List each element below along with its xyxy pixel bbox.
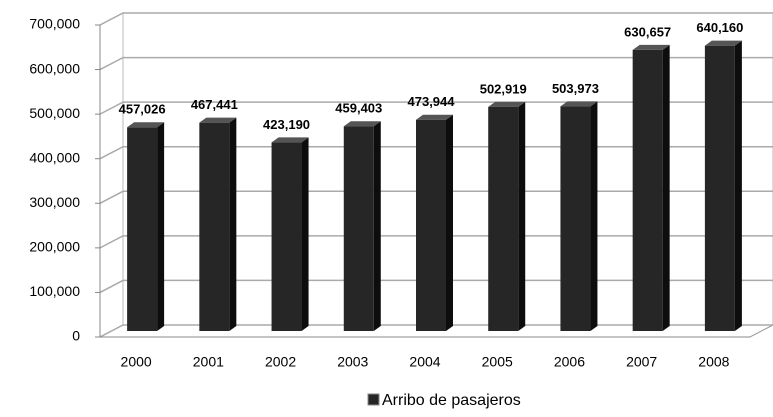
grid-line bbox=[99, 12, 773, 26]
value-label: 459,403 bbox=[335, 101, 382, 116]
bar-top bbox=[704, 40, 742, 46]
bar bbox=[199, 122, 230, 331]
legend-swatch bbox=[367, 393, 380, 406]
x-tick-label: 2001 bbox=[193, 354, 224, 370]
grid-line bbox=[99, 279, 773, 294]
bar-side bbox=[446, 114, 453, 332]
x-tick-label: 2002 bbox=[265, 354, 296, 370]
bar-top bbox=[632, 44, 670, 50]
x-tick-label: 2006 bbox=[554, 354, 585, 370]
legend: Arribo de pasajeros bbox=[367, 392, 521, 409]
y-tick-label: 500,000 bbox=[29, 105, 80, 121]
side-wall bbox=[99, 12, 124, 338]
grid-line bbox=[99, 235, 773, 249]
grid-line bbox=[99, 145, 773, 160]
x-tick-label: 2004 bbox=[409, 354, 440, 370]
grid-line bbox=[99, 190, 773, 204]
y-tick-label: 700,000 bbox=[29, 16, 80, 32]
bar-top bbox=[127, 122, 165, 128]
bar-side bbox=[590, 101, 598, 331]
x-tick-label: 2007 bbox=[626, 354, 657, 370]
value-label: 503,973 bbox=[552, 81, 599, 96]
y-tick-label: 200,000 bbox=[29, 239, 80, 255]
y-tick-label: 600,000 bbox=[29, 60, 80, 76]
value-label: 502,919 bbox=[480, 81, 527, 96]
bar-side bbox=[373, 121, 381, 331]
grid-line bbox=[99, 56, 773, 71]
x-tick-label: 2005 bbox=[482, 354, 513, 370]
y-tick-label: 100,000 bbox=[29, 283, 80, 299]
bar-top bbox=[416, 114, 453, 120]
bar-top bbox=[271, 137, 309, 143]
value-label: 467,441 bbox=[191, 97, 238, 112]
bar bbox=[416, 119, 446, 332]
value-label: 630,657 bbox=[624, 24, 671, 39]
bar bbox=[271, 142, 302, 331]
legend-label: Arribo de pasajeros bbox=[382, 392, 521, 409]
bar bbox=[127, 127, 158, 331]
value-label: 457,026 bbox=[119, 102, 166, 117]
y-tick-label: 400,000 bbox=[29, 149, 80, 165]
y-tick-label: 0 bbox=[72, 328, 80, 344]
bar-top bbox=[488, 101, 526, 107]
value-label: 640,160 bbox=[696, 20, 743, 35]
bar bbox=[632, 49, 663, 331]
bar-top bbox=[199, 117, 237, 123]
x-tick-label: 2003 bbox=[337, 354, 368, 370]
bar-side bbox=[301, 137, 309, 331]
bar-side bbox=[229, 117, 237, 331]
bar-top bbox=[343, 121, 381, 127]
bar-top bbox=[560, 101, 598, 107]
bar-side bbox=[157, 122, 165, 331]
grid-line bbox=[99, 324, 773, 338]
bar bbox=[343, 126, 374, 331]
bar bbox=[704, 45, 735, 332]
value-label: 473,944 bbox=[408, 94, 456, 109]
grid-line bbox=[99, 101, 773, 115]
bar-side bbox=[662, 44, 670, 331]
bar bbox=[488, 106, 519, 331]
y-tick-label: 300,000 bbox=[29, 194, 80, 210]
x-tick-label: 2008 bbox=[698, 354, 729, 370]
bar bbox=[560, 106, 591, 331]
x-tick-label: 2000 bbox=[121, 354, 152, 370]
value-label: 423,190 bbox=[263, 117, 310, 132]
bar-side bbox=[518, 101, 526, 331]
bar-side bbox=[734, 40, 742, 332]
